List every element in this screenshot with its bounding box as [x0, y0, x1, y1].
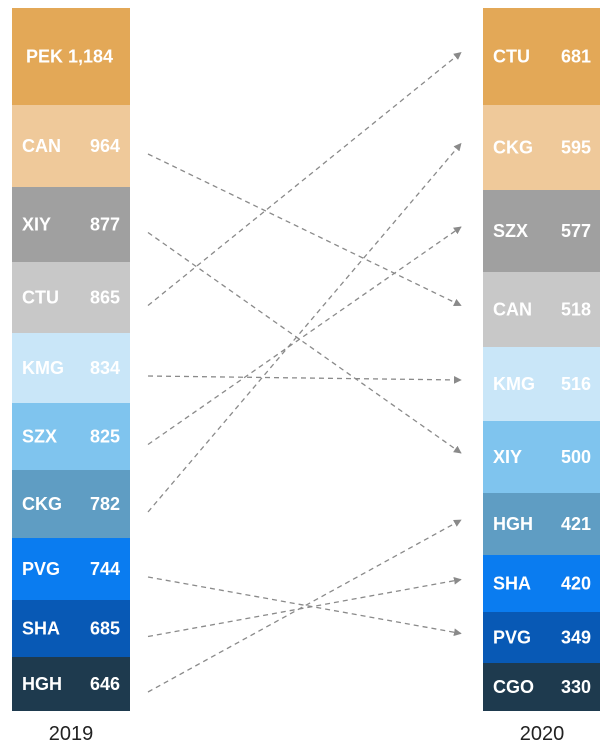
code-2019-ckg: CKG: [22, 494, 62, 514]
code-2020-cgo: CGO: [493, 677, 534, 697]
connector-can: [147, 153, 462, 307]
segment-2019-sha: [12, 600, 130, 657]
code-2020-hgh: HGH: [493, 514, 533, 534]
year-label-2020: 2020: [520, 723, 565, 745]
code-2019-kmg: KMG: [22, 358, 64, 378]
connector-layer: [147, 51, 462, 693]
connector-sha: [147, 576, 462, 638]
segment-2020-hgh: [483, 493, 600, 555]
value-2020-xiy: 500: [561, 447, 591, 467]
segment-2019-ckg: [12, 470, 130, 538]
segment-2019-hgh: [12, 657, 130, 711]
code-2020-can: CAN: [493, 300, 532, 320]
segment-2019-xiy: [12, 187, 130, 262]
segment-2020-ctu: [483, 8, 600, 105]
value-2020-szx: 577: [561, 221, 591, 241]
segment-2020-xiy: [483, 421, 600, 493]
value-2019-szx: 825: [90, 427, 120, 447]
connector-kmg: [147, 375, 462, 384]
connector-hgh: [147, 519, 462, 693]
code-2020-xiy: XIY: [493, 447, 522, 467]
value-2020-hgh: 421: [561, 514, 591, 534]
value-2020-sha: 420: [561, 574, 591, 594]
code-2019-pvg: PVG: [22, 559, 60, 579]
value-2020-kmg: 516: [561, 374, 591, 394]
year-label-2019: 2019: [49, 723, 94, 745]
connector-ckg: [147, 142, 462, 513]
code-2020-sha: SHA: [493, 574, 531, 594]
connector-xiy: [147, 231, 462, 454]
code-2019-sha: SHA: [22, 619, 60, 639]
segment-2019-ctu: [12, 262, 130, 333]
segment-2020-pvg: [483, 612, 600, 663]
value-2020-pvg: 349: [561, 628, 591, 648]
code-2019-can: CAN: [22, 136, 61, 156]
connector-szx: [147, 226, 462, 446]
segment-2019-szx: [12, 403, 130, 470]
code-2019-hgh: HGH: [22, 674, 62, 694]
segment-2020-can: [483, 272, 600, 347]
connector-pvg: [147, 576, 462, 637]
value-2019-ckg: 782: [90, 494, 120, 514]
value-2019-can: 964: [90, 136, 120, 156]
value-2020-ckg: 595: [561, 138, 591, 158]
value-2020-cgo: 330: [561, 677, 591, 697]
code-2020-szx: SZX: [493, 221, 528, 241]
code-2019-ctu: CTU: [22, 288, 59, 308]
segment-2020-cgo: [483, 663, 600, 711]
segment-2020-kmg: [483, 347, 600, 421]
value-2019-kmg: 834: [90, 358, 120, 378]
column-2020: CTU 681 CKG 595 SZX 577 CAN 518 KMG 516 XIY 500 HGH 4…: [483, 8, 600, 711]
segment-2020-ckg: [483, 105, 600, 190]
value-2020-ctu: 681: [561, 47, 591, 67]
segment-2019-pek: [12, 8, 130, 105]
label-2019-pek: PEK 1,184: [26, 47, 113, 67]
value-2020-can: 518: [561, 300, 591, 320]
code-2020-ctu: CTU: [493, 47, 530, 67]
segment-2019-pvg: [12, 538, 130, 600]
value-2019-hgh: 646: [90, 674, 120, 694]
segment-2020-sha: [483, 555, 600, 612]
code-2019-szx: SZX: [22, 427, 57, 447]
value-2019-sha: 685: [90, 619, 120, 639]
value-2019-xiy: 877: [90, 215, 120, 235]
segment-2020-szx: [483, 190, 600, 272]
value-2019-pvg: 744: [90, 559, 120, 579]
connector-ctu: [147, 51, 462, 307]
column-2019: PEK 1,184 CAN 964 XIY 877 CTU 865 KMG 834 SZX 825 C…: [12, 8, 130, 711]
segment-2019-can: [12, 105, 130, 187]
value-2019-ctu: 865: [90, 288, 120, 308]
segment-2019-kmg: [12, 333, 130, 403]
code-2020-ckg: CKG: [493, 138, 533, 158]
code-2019-xiy: XIY: [22, 215, 51, 235]
code-2020-pvg: PVG: [493, 628, 531, 648]
code-2020-kmg: KMG: [493, 374, 535, 394]
